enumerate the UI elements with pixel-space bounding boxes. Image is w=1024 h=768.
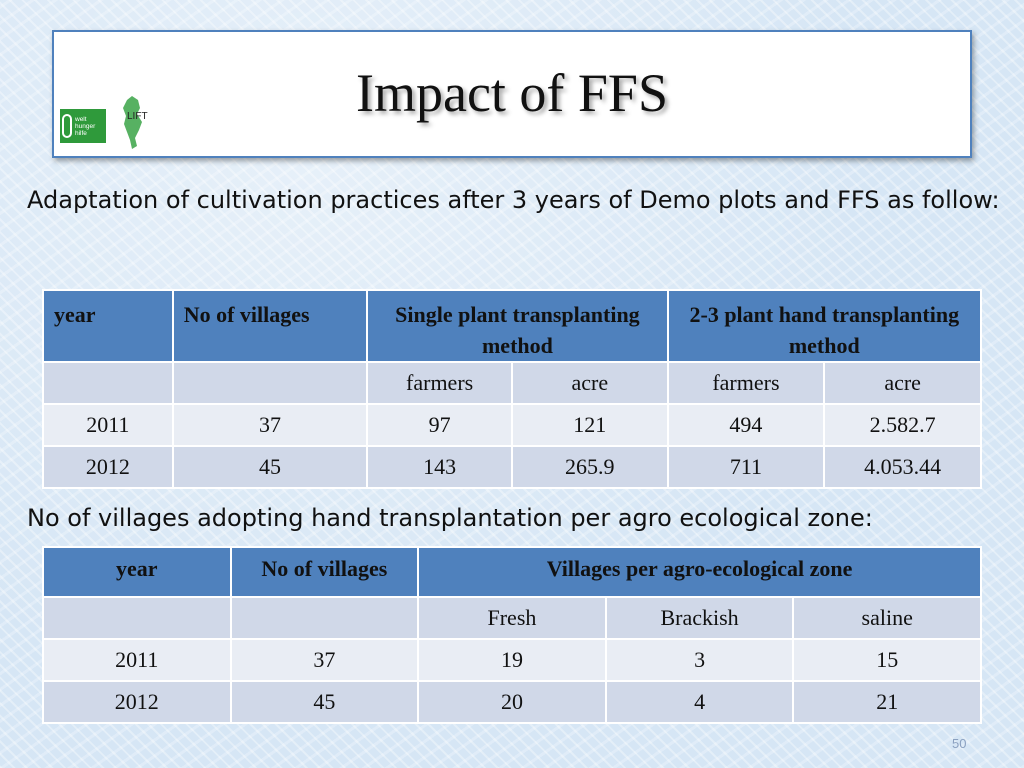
logo-whh-line: hunger [75,122,96,130]
column-header: 2-3 plant hand transplanting method [666,289,983,363]
table-cell: 15 [792,638,982,682]
table-subheader-row: Fresh Brackish saline [42,596,982,640]
subheader-cell [42,361,174,405]
agro-zone-table: year No of villages Villages per agro-ec… [42,546,982,724]
table-cell: 2011 [42,638,232,682]
table-cell: 121 [510,403,669,447]
title-box: welt hunger hilfe LIFT Impact of FFS [52,30,972,158]
table-cell: 711 [666,445,826,489]
subheader-cell: saline [792,596,982,640]
column-header: No of villages [171,289,369,363]
table-cell: 20 [417,680,607,724]
column-header: year [42,289,174,363]
column-header: Single plant transplanting method [366,289,669,363]
table-row: 2011 37 97 121 494 2.582.7 [42,403,982,447]
table-subheader-row: farmers acre farmers acre [42,361,982,405]
table-cell: 3 [604,638,795,682]
lift-logo: LIFT [118,94,152,150]
table-cell: 19 [417,638,607,682]
subheader-cell [42,596,232,640]
subheader-cell: farmers [666,361,826,405]
table-header-row: year No of villages Villages per agro-ec… [42,546,982,598]
subheader-cell: acre [823,361,982,405]
column-header: year [42,546,232,598]
table-row: 2011 37 19 3 15 [42,638,982,682]
myanmar-map-icon [123,96,142,149]
column-header: No of villages [229,546,420,598]
table-cell: 21 [792,680,982,724]
subheader-cell [229,596,420,640]
table-cell: 143 [366,445,513,489]
table-row: 2012 45 143 265.9 711 4.053.44 [42,445,982,489]
page-title: Impact of FFS [355,63,668,123]
subheader-cell: Brackish [604,596,795,640]
table-cell: 4 [604,680,795,724]
table-cell: 37 [229,638,420,682]
table-cell: 2011 [42,403,174,447]
logo-whh-line: welt [75,115,87,123]
table-cell: 97 [366,403,513,447]
wheat-icon [62,114,72,138]
cultivation-practices-table: year No of villages Single plant transpl… [42,289,983,489]
subheader-cell [171,361,369,405]
logo-whh-line: hilfe [75,129,87,137]
lift-logo-text: LIFT [127,111,148,122]
subheader-cell: Fresh [417,596,607,640]
table-header-row: year No of villages Single plant transpl… [42,289,983,363]
table-cell: 45 [229,680,420,724]
welthungerhilfe-logo: welt hunger hilfe [60,109,106,143]
table-cell: 265.9 [510,445,669,489]
table-cell: 4.053.44 [823,445,982,489]
subheader-cell: farmers [366,361,513,405]
table-cell: 45 [171,445,369,489]
intro-text: Adaptation of cultivation practices afte… [27,186,1000,214]
table-cell: 37 [171,403,369,447]
table-cell: 494 [666,403,826,447]
table-cell: 2012 [42,680,232,724]
table-cell: 2.582.7 [823,403,982,447]
column-header: Villages per agro-ecological zone [417,546,982,598]
table-row: 2012 45 20 4 21 [42,680,982,724]
subheader-cell: acre [510,361,669,405]
section2-text: No of villages adopting hand transplanta… [27,504,873,532]
page-number: 50 [952,736,967,751]
table-cell: 2012 [42,445,174,489]
